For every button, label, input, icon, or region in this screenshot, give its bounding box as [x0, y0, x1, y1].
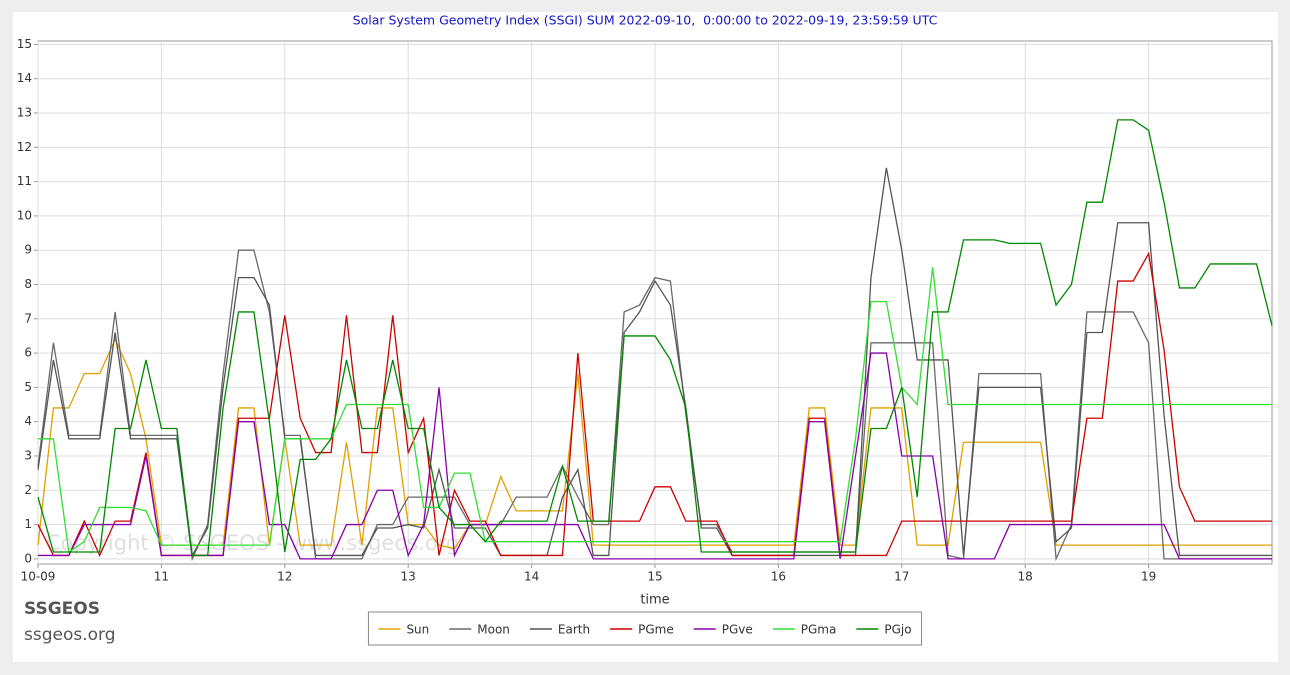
series-line — [38, 267, 1272, 554]
x-tick-label: 15 — [647, 570, 662, 584]
y-tick-label: 14 — [17, 71, 32, 85]
series-line — [37, 249, 1272, 562]
legend: Sun Moon Earth PGme PGve PGma PGjo — [367, 611, 923, 646]
x-tick-label: 16 — [771, 570, 786, 584]
y-tick-label: 7 — [24, 311, 32, 325]
y-tick-label: 1 — [24, 517, 32, 531]
x-tick-label: 11 — [154, 570, 169, 584]
y-tick-label: 8 — [24, 277, 32, 291]
legend-label: PGma — [801, 623, 837, 637]
series-line — [38, 352, 1272, 560]
y-tick-label: 13 — [17, 106, 32, 120]
x-tick-label: 12 — [277, 570, 292, 584]
y-tick-label: 9 — [24, 243, 32, 257]
legend-label: PGme — [638, 623, 674, 637]
y-tick-label: 2 — [24, 483, 32, 497]
x-tick-label: 14 — [524, 570, 539, 584]
y-tick-label: 15 — [17, 37, 32, 51]
x-tick-label: 10-09 — [21, 570, 56, 584]
x-tick-label: 19 — [1141, 570, 1156, 584]
site: ssgeos.org — [24, 625, 116, 645]
legend-label: Earth — [558, 623, 590, 637]
x-tick-label: 18 — [1018, 570, 1033, 584]
y-tick-label: 4 — [24, 414, 32, 428]
series-line — [37, 251, 1272, 558]
y-tick-label: 11 — [17, 174, 32, 188]
brand: SSGEOS — [24, 599, 100, 619]
x-tick-label: 17 — [894, 570, 909, 584]
legend-label: PGjo — [884, 623, 911, 637]
x-axis-label: time — [640, 593, 669, 608]
series-line — [37, 119, 1273, 557]
legend-label: PGve — [722, 623, 753, 637]
legend-label: Moon — [477, 623, 510, 637]
y-tick-label: 12 — [17, 140, 32, 154]
y-tick-label: 6 — [24, 346, 32, 360]
watermark: Copyright © SSGEOS - www.ssgeos.org — [46, 531, 459, 555]
y-tick-label: 3 — [24, 448, 32, 462]
legend-label: Sun — [406, 623, 429, 637]
x-tick-label: 13 — [401, 570, 416, 584]
y-tick-label: 5 — [24, 380, 32, 394]
y-tick-label: 0 — [24, 551, 32, 565]
series-line — [37, 167, 1272, 558]
y-tick-label: 10 — [17, 208, 32, 222]
series-line — [37, 337, 1272, 550]
chart-title: Solar System Geometry Index (SSGI) SUM 2… — [353, 13, 938, 28]
